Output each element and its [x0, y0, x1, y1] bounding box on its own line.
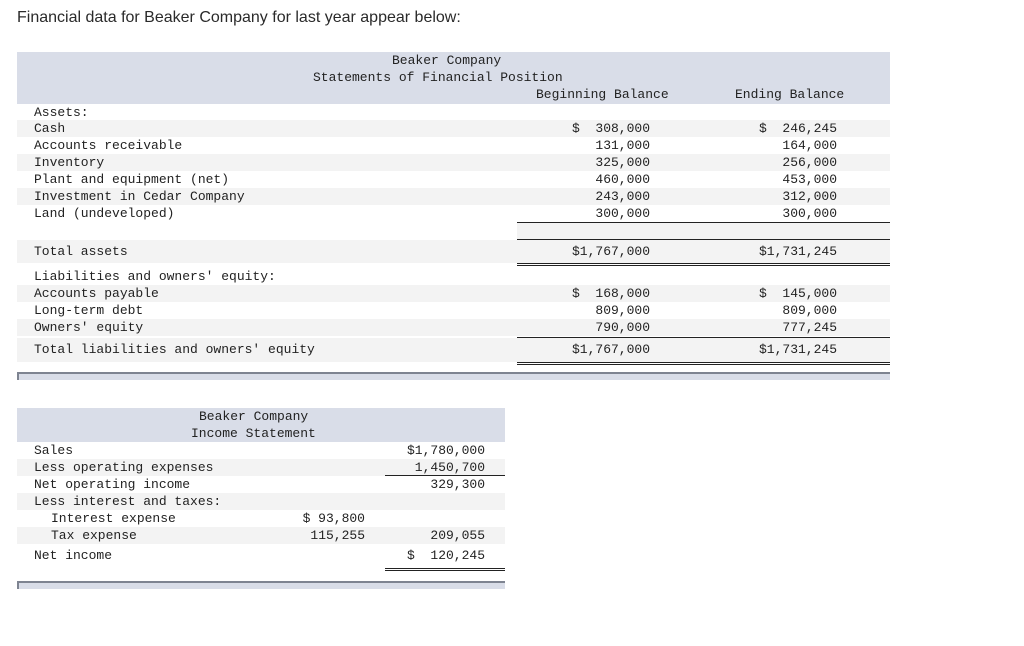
end-total: $1,731,245	[758, 244, 837, 259]
begin-value: 325,000	[595, 155, 650, 170]
begin-value: 131,000	[595, 138, 650, 153]
end-value: 300,000	[782, 206, 837, 221]
end-value: $ 145,000	[758, 286, 837, 301]
end-value: 777,245	[782, 320, 837, 335]
table-row: Investment in Cedar Company 243,000 312,…	[17, 188, 890, 205]
net-income-double-rule	[385, 568, 505, 571]
begin-value: 809,000	[595, 303, 650, 318]
begin-value: 300,000	[595, 206, 650, 221]
begin-value: $ 308,000	[571, 121, 650, 136]
total-assets-bg: Total assets $1,767,000 $1,731,245	[17, 239, 890, 266]
row-label: Investment in Cedar Company	[34, 189, 245, 204]
end-value: 453,000	[782, 172, 837, 187]
company-name: Beaker Company	[199, 409, 309, 424]
income-statement-footer-bar	[17, 581, 505, 589]
right-value: 209,055	[430, 528, 485, 543]
total-liab-double-rule	[517, 362, 890, 365]
col-ending-balance: Ending Balance	[735, 87, 845, 102]
row-label: Accounts payable	[34, 286, 159, 301]
begin-total: $1,767,000	[571, 342, 650, 357]
table-row: Long-term debt 809,000 809,000	[17, 302, 890, 319]
liabilities-table: Liabilities and owners' equity: Accounts…	[17, 268, 890, 365]
table-row: Net operating income 329,300	[17, 476, 505, 493]
operating-expenses-rule	[385, 475, 505, 476]
row-label: Plant and equipment (net)	[34, 172, 230, 187]
row-label: Total assets	[34, 244, 128, 259]
row-label: Net income	[34, 548, 113, 563]
mid-value: $ 93,800	[302, 511, 365, 526]
col-beginning-balance: Beginning Balance	[536, 87, 669, 102]
table-row: Cash $ 308,000 $ 246,245	[17, 120, 890, 137]
table-row: Sales $1,780,000	[17, 442, 505, 459]
end-value: 809,000	[782, 303, 837, 318]
total-assets-double-rule	[517, 263, 890, 266]
table-row: Owners' equity 790,000 777,245	[17, 319, 890, 336]
right-value: 329,300	[430, 477, 485, 492]
assets-heading: Assets:	[34, 105, 89, 120]
end-value: 164,000	[782, 138, 837, 153]
begin-total: $1,767,000	[571, 244, 650, 259]
income-statement-header: Beaker Company Income Statement	[17, 408, 505, 442]
table-row: Less interest and taxes:	[17, 493, 505, 510]
begin-value: $ 168,000	[571, 286, 650, 301]
statement-title: Income Statement	[191, 426, 316, 441]
table-row: Interest expense $ 93,800	[17, 510, 505, 527]
row-label: Less interest and taxes:	[34, 494, 222, 509]
row-label: Accounts receivable	[34, 138, 183, 153]
table-row: Plant and equipment (net) 460,000 453,00…	[17, 171, 890, 188]
row-label: Tax expense	[51, 528, 137, 543]
row-label: Land (undeveloped)	[34, 206, 175, 221]
intro-text: Financial data for Beaker Company for la…	[17, 9, 461, 26]
liabilities-heading: Liabilities and owners' equity:	[34, 269, 276, 284]
net-income-row: Net income $ 120,245	[17, 544, 505, 571]
end-value: $ 246,245	[758, 121, 837, 136]
end-value: 312,000	[782, 189, 837, 204]
total-assets-rule	[517, 239, 890, 240]
row-label: Cash	[34, 121, 66, 136]
table-row: Accounts receivable 131,000 164,000	[17, 137, 890, 154]
company-name: Beaker Company	[392, 53, 502, 68]
table-row: Tax expense 115,255 209,055	[17, 527, 505, 545]
right-value: 1,450,700	[414, 460, 485, 475]
net-income-value: $ 120,245	[406, 548, 485, 563]
right-value: $1,780,000	[406, 443, 485, 458]
end-total: $1,731,245	[758, 342, 837, 357]
row-label: Sales	[34, 443, 74, 458]
total-liabilities-row: Total liabilities and owners' equity $1,…	[17, 337, 890, 365]
end-value: 256,000	[782, 155, 837, 170]
mid-value: 115,255	[310, 528, 365, 543]
table-row: Accounts payable $ 168,000 $ 145,000	[17, 285, 890, 302]
row-label: Interest expense	[51, 511, 176, 526]
begin-value: 243,000	[595, 189, 650, 204]
row-label: Less operating expenses	[34, 460, 214, 475]
balance-sheet-header: Beaker Company Statements of Financial P…	[17, 52, 890, 104]
balance-sheet-table: Beaker Company Statements of Financial P…	[17, 52, 890, 266]
row-label: Owners' equity	[34, 320, 144, 335]
table-row: Inventory 325,000 256,000	[17, 154, 890, 171]
table-row: Land (undeveloped) 300,000 300,000	[17, 205, 890, 222]
begin-value: 460,000	[595, 172, 650, 187]
income-statement-table: Beaker Company Income Statement Sales $1…	[17, 408, 505, 571]
row-label: Net operating income	[34, 477, 191, 492]
table-row: Less operating expenses 1,450,700	[17, 459, 505, 476]
begin-value: 790,000	[595, 320, 650, 335]
statement-title: Statements of Financial Position	[313, 70, 563, 85]
balance-sheet-footer-bar	[17, 372, 890, 380]
row-label: Inventory	[34, 155, 105, 170]
row-label: Total liabilities and owners' equity	[34, 342, 315, 357]
total-liab-rule	[517, 337, 890, 338]
row-label: Long-term debt	[34, 303, 144, 318]
